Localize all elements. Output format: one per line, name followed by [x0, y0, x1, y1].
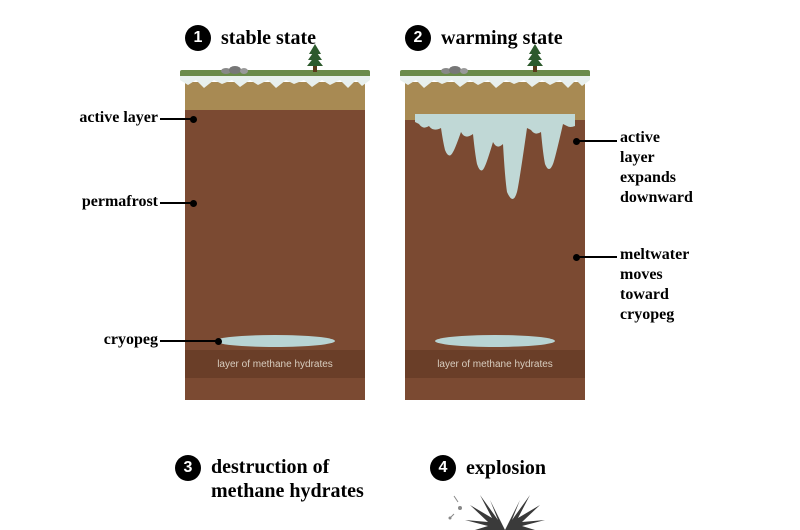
title-1-text: stable state	[221, 27, 316, 50]
explosion-icon	[430, 490, 580, 530]
leader-meltwater	[575, 256, 617, 258]
badge-2: 2	[405, 25, 431, 51]
rocks-icon-2	[440, 64, 470, 74]
title-3-text: destruction of methane hydrates	[211, 455, 364, 503]
cryopeg-1	[215, 335, 335, 347]
meltwater-shape	[405, 114, 585, 224]
tree-icon-2	[525, 42, 545, 72]
surface-1	[180, 70, 370, 88]
leader-active-layer	[160, 118, 195, 120]
surface-2	[400, 70, 590, 88]
column-stable: layer of methane hydrates	[185, 70, 365, 400]
leader-cryopeg	[160, 340, 220, 342]
tree-icon-1	[305, 42, 325, 72]
panel-4-title: 4 explosion	[430, 455, 546, 481]
label-active-expands: active layer expands downward	[620, 128, 740, 208]
ice-fringe-1	[180, 76, 370, 90]
title-4-text: explosion	[466, 457, 546, 480]
label-cryopeg: cryopeg	[48, 330, 158, 350]
panel-3-title: 3 destruction of methane hydrates	[175, 455, 364, 503]
badge-1: 1	[185, 25, 211, 51]
badge-3: 3	[175, 455, 201, 481]
ice-fringe-2	[400, 76, 590, 90]
cryopeg-2	[435, 335, 555, 347]
label-permafrost: permafrost	[48, 192, 158, 212]
panel-1-title: 1 stable state	[185, 25, 316, 51]
label-active-layer: active layer	[48, 108, 158, 128]
hydrate-layer-1: layer of methane hydrates	[185, 350, 365, 378]
label-meltwater: meltwater moves toward cryopeg	[620, 245, 740, 325]
column-warming: layer of methane hydrates	[405, 70, 585, 400]
leader-active-expands	[575, 140, 617, 142]
hydrate-layer-2: layer of methane hydrates	[405, 350, 585, 378]
badge-4: 4	[430, 455, 456, 481]
leader-permafrost	[160, 202, 195, 204]
rocks-icon-1	[220, 64, 250, 74]
